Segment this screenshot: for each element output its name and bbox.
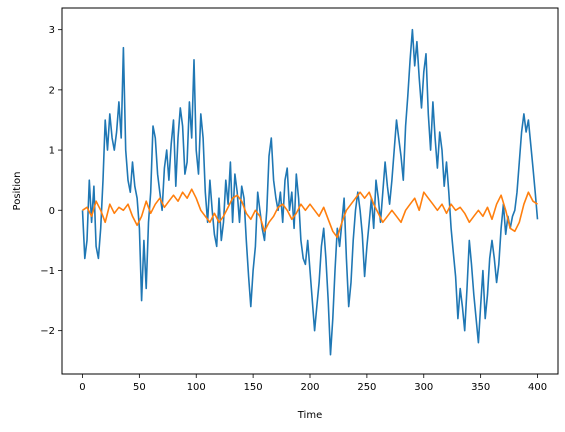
x-tick-label: 150 bbox=[244, 382, 263, 393]
y-tick-label: 3 bbox=[49, 25, 55, 36]
x-tick-label: 400 bbox=[528, 382, 547, 393]
series-line-2 bbox=[82, 188, 538, 239]
y-axis: −2 −1 0 1 2 3 bbox=[40, 25, 62, 337]
y-axis-label: Position bbox=[12, 172, 23, 211]
x-tick-label: 300 bbox=[414, 382, 433, 393]
x-tick-label: 50 bbox=[133, 382, 146, 393]
y-tick-label: 1 bbox=[49, 146, 55, 157]
x-tick-label: 250 bbox=[357, 382, 376, 393]
x-tick-label: 200 bbox=[300, 382, 319, 393]
y-tick-label: −1 bbox=[40, 266, 55, 277]
plot-area bbox=[81, 28, 539, 356]
x-axis: 0 50 100 150 200 250 300 350 400 bbox=[79, 374, 547, 393]
x-tick-label: 100 bbox=[187, 382, 206, 393]
y-tick-label: −2 bbox=[40, 326, 55, 337]
x-axis-label: Time bbox=[297, 410, 322, 421]
series-line-1 bbox=[81, 28, 539, 356]
y-tick-label: 0 bbox=[49, 206, 55, 217]
x-tick-label: 0 bbox=[79, 382, 85, 393]
x-tick-label: 350 bbox=[471, 382, 490, 393]
y-tick-label: 2 bbox=[49, 85, 55, 96]
